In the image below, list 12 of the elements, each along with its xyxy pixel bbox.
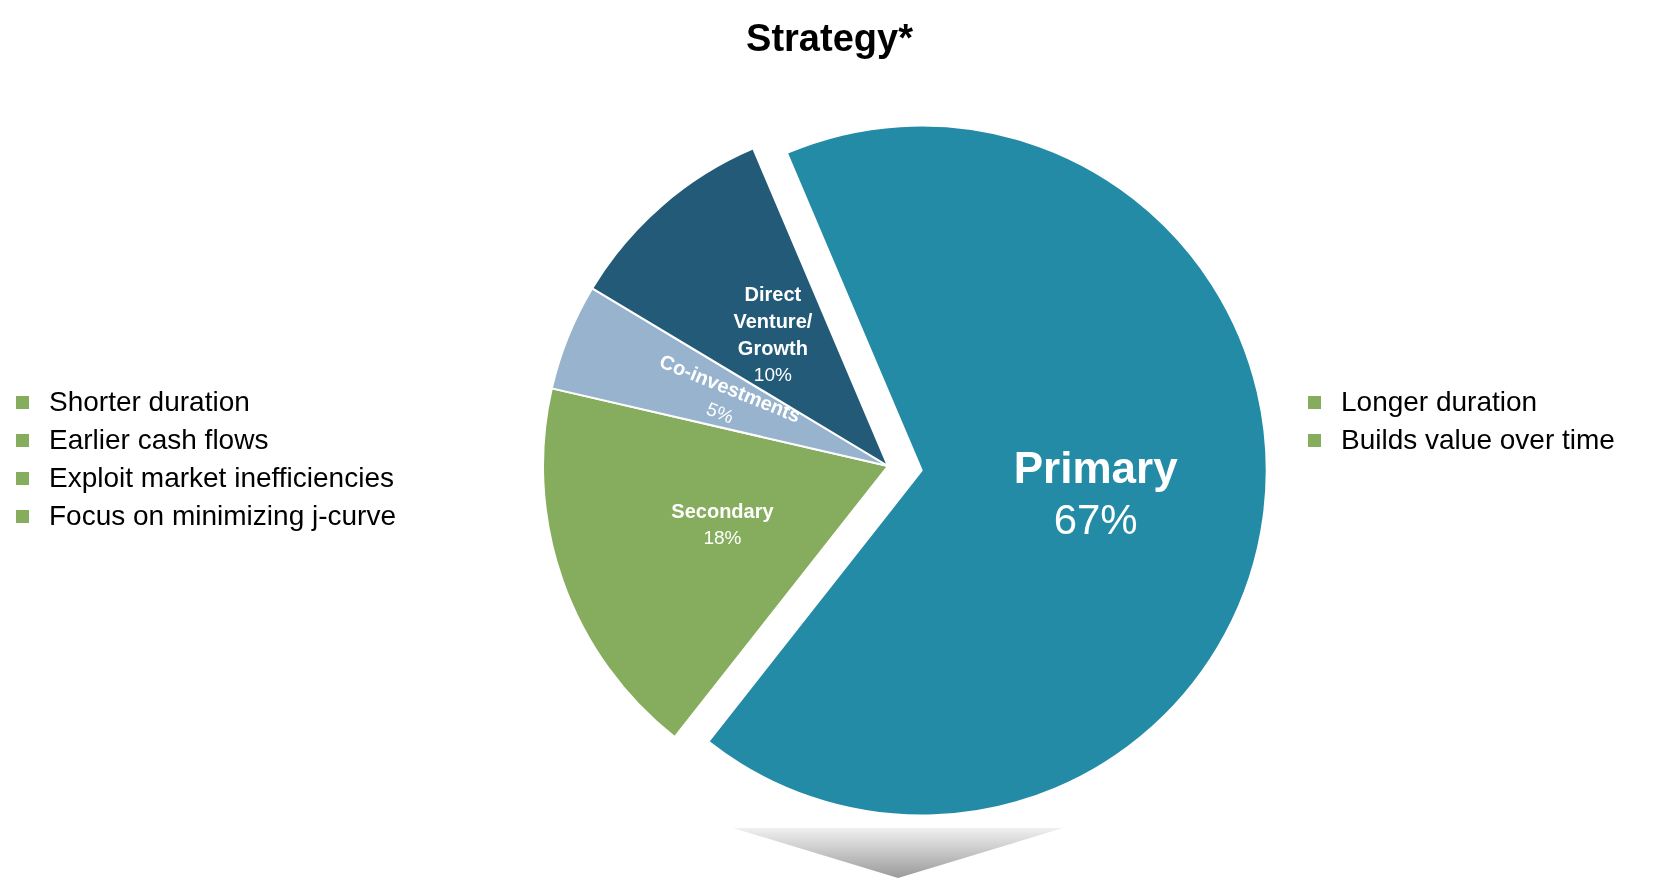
text: Earlier cash flows: [49, 423, 269, 457]
data-label: 67%: [1053, 496, 1138, 544]
text: Builds value over time: [1341, 423, 1615, 457]
chart-title: Strategy*: [746, 17, 914, 59]
slice-label: Direct Venture/ Growth: [733, 282, 813, 359]
text: Exploit market inefficiencies: [49, 461, 394, 495]
slice-label: Primary: [1013, 443, 1179, 493]
slice-label: Secondary: [671, 500, 775, 523]
text: Focus on minimizing j-curve: [49, 499, 396, 533]
text: Shorter duration: [49, 385, 250, 419]
data-label: 18%: [703, 527, 742, 549]
text: Longer duration: [1341, 385, 1538, 419]
